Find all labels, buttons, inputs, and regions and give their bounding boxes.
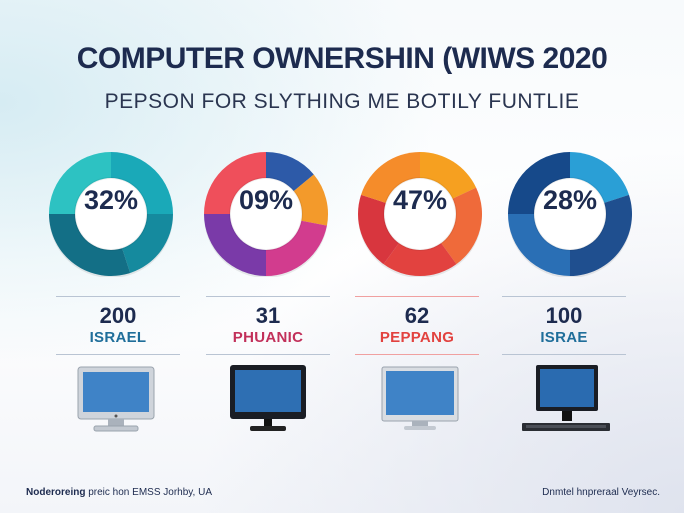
donut-chart-1: 32% xyxy=(48,151,174,278)
stat-label: ISRAEL xyxy=(89,329,147,346)
divider xyxy=(502,296,626,297)
stat-label: ISRAE xyxy=(540,329,588,346)
donut-hole xyxy=(74,177,148,251)
monitor-icon xyxy=(372,363,468,435)
footer-source-rest: preic hon EMSS Jorhby, UA xyxy=(85,487,212,498)
monitor-icon xyxy=(220,363,316,435)
donut-center-label: 47% xyxy=(392,185,448,215)
donut-center-label: 09% xyxy=(238,185,294,215)
footer-source: Noderoreing preic hon EMSS Jorhby, UA xyxy=(26,487,212,498)
donut-chart-2: 09% xyxy=(203,151,329,278)
stat-block-1: 200 ISRAEL xyxy=(56,296,180,356)
donut-center-label: 28% xyxy=(542,185,598,215)
monitor-icon xyxy=(518,363,614,435)
donut-svg xyxy=(358,152,482,278)
stat-count: 200 xyxy=(99,303,137,328)
stat-block-3: 62 PEPPANG xyxy=(355,296,479,356)
chart-subtitle: PEPSON FOR SLYTHING ME BOTILY FUNTLIE xyxy=(104,90,580,113)
stat-block-4: 100 ISRAE xyxy=(502,296,626,356)
divider xyxy=(502,354,626,355)
donut-svg xyxy=(49,152,173,278)
chart-title: COMPUTER OWNERSHIN (WIWS 2020 xyxy=(76,42,608,75)
divider xyxy=(56,296,180,297)
stat-label: PEPPANG xyxy=(379,329,455,346)
monitor-icon xyxy=(68,363,164,435)
divider xyxy=(206,354,330,355)
donut-svg xyxy=(508,152,632,278)
donut-hole xyxy=(533,177,607,251)
stat-block-2: 31 PHUANIC xyxy=(206,296,330,356)
stat-count: 100 xyxy=(545,303,583,328)
footer-source-bold: Noderoreing xyxy=(26,487,86,498)
divider xyxy=(355,354,479,355)
donut-chart-3: 47% xyxy=(357,151,483,278)
donut-svg xyxy=(204,152,328,278)
divider xyxy=(355,296,479,297)
donut-center-label: 32% xyxy=(83,185,139,215)
stat-label: PHUANIC xyxy=(232,329,304,346)
stat-count: 31 xyxy=(255,303,281,328)
divider xyxy=(56,354,180,355)
donut-hole xyxy=(229,177,303,251)
footer-credit: Dnmtel hnpreraal Veyrsec. xyxy=(542,487,660,498)
divider xyxy=(206,296,330,297)
stat-count: 62 xyxy=(404,303,430,328)
donut-chart-4: 28% xyxy=(507,151,633,278)
donut-hole xyxy=(383,177,457,251)
